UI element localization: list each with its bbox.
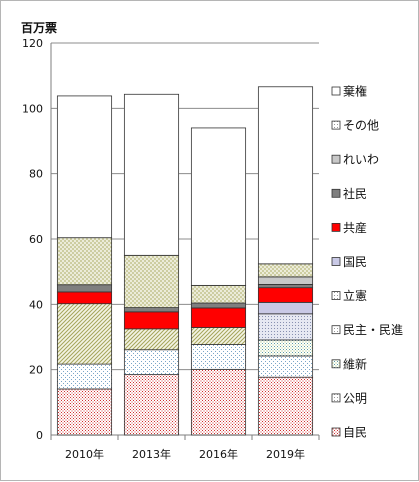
- bars: [56, 86, 314, 436]
- bar-segment: [190, 327, 247, 345]
- bar-segment: [123, 307, 180, 313]
- legend-label: 公明: [343, 391, 367, 405]
- bar-group: [190, 127, 247, 436]
- legend-swatch: [331, 188, 341, 198]
- legend-item: 立憲: [331, 288, 367, 303]
- bar-segment: [56, 388, 113, 436]
- bar-segment: [190, 302, 247, 309]
- y-tick-label: 100: [22, 102, 43, 115]
- legend-label: 立憲: [343, 288, 367, 303]
- bar-segment: [190, 344, 247, 370]
- legend-item: 社民: [331, 186, 367, 201]
- bar-segment: [257, 376, 314, 436]
- legend-swatch: [331, 86, 341, 96]
- bar-group: [56, 95, 113, 436]
- bar-segment: [190, 127, 247, 286]
- legend-label: 自民: [343, 426, 367, 440]
- legend-label: 棄権: [343, 84, 367, 99]
- legend-label: 維新: [343, 356, 367, 371]
- bar-segment: [257, 339, 314, 357]
- y-tick-label: 40: [29, 298, 43, 311]
- bar-segment: [56, 95, 113, 239]
- legend-swatch: [331, 120, 341, 130]
- legend-swatch: [331, 154, 341, 164]
- y-tick-label: 120: [22, 37, 43, 50]
- y-tick-label: 60: [29, 233, 43, 246]
- bar-segment: [123, 328, 180, 351]
- legend-swatch: [331, 291, 341, 301]
- bar-segment: [257, 355, 314, 378]
- y-tick-label: 80: [29, 168, 43, 181]
- legend-item: 公明: [331, 391, 367, 405]
- legend-label: その他: [343, 119, 379, 133]
- bar-segment: [56, 291, 113, 305]
- bar-group: [123, 93, 180, 436]
- bar-segment: [190, 368, 247, 436]
- legend-item: 国民: [331, 255, 367, 269]
- bar-segment: [257, 301, 314, 315]
- bar-segment: [56, 363, 113, 390]
- legend-swatch: [331, 257, 341, 266]
- x-tick-label: 2019年: [266, 447, 305, 461]
- legend-swatch: [331, 325, 341, 335]
- legend-item: れいわ: [331, 153, 379, 167]
- legend-swatch: [331, 359, 341, 369]
- bar-segment: [190, 284, 247, 304]
- legend-label: れいわ: [343, 153, 379, 167]
- legend-item: 棄権: [331, 84, 367, 99]
- y-tick-label: 20: [29, 364, 43, 377]
- bar-segment: [257, 313, 314, 341]
- legend-swatch: [331, 427, 341, 437]
- unit-label: 百万票: [21, 21, 57, 35]
- bar-segment: [190, 307, 247, 328]
- bar-segment: [56, 303, 113, 365]
- bar-segment: [257, 287, 314, 303]
- legend-label: 共産: [343, 220, 367, 235]
- x-tick-label: 2016年: [199, 447, 238, 461]
- bar-segment: [56, 237, 113, 286]
- x-tick-label: 2013年: [132, 447, 171, 461]
- bar-segment: [123, 93, 180, 256]
- bar-segment: [257, 276, 314, 285]
- legend-label: 社民: [343, 186, 367, 201]
- legend-item: 維新: [331, 356, 367, 371]
- y-tick-label: 0: [36, 429, 43, 442]
- legend-label: 民主・民進: [343, 323, 403, 337]
- legend-swatch: [331, 393, 341, 403]
- bar-segment: [123, 374, 180, 436]
- bar-group: [257, 86, 314, 436]
- legend-item: 民主・民進: [331, 323, 403, 337]
- bar-segment: [123, 349, 180, 375]
- bar-segment: [257, 284, 314, 289]
- legend-item: 共産: [331, 220, 367, 235]
- bar-segment: [123, 311, 180, 330]
- bar-segment: [123, 254, 180, 308]
- legend-item: その他: [331, 119, 379, 133]
- legend-swatch: [331, 222, 341, 232]
- legend-label: 国民: [343, 255, 367, 269]
- x-tick-label: 2010年: [65, 447, 104, 461]
- bar-segment: [56, 284, 113, 293]
- legend-item: 自民: [331, 426, 367, 440]
- bar-segment: [257, 263, 314, 278]
- bar-segment: [257, 86, 314, 265]
